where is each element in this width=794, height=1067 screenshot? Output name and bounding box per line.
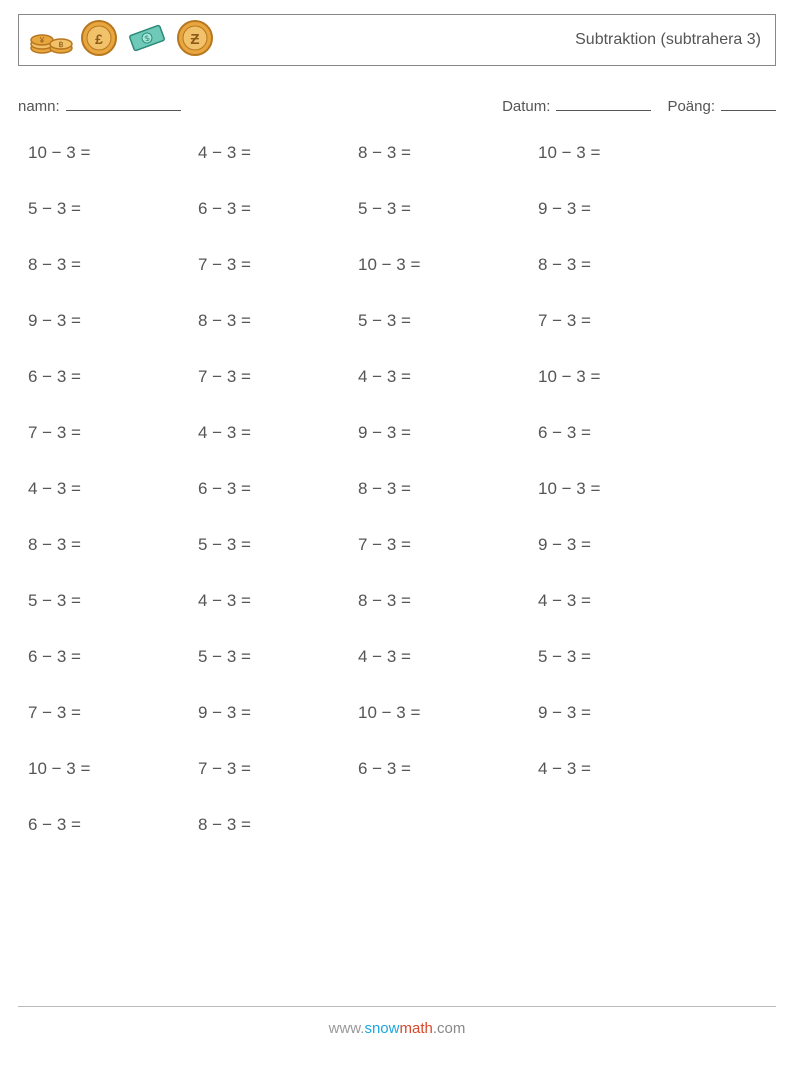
- coin-pound-icon: £: [79, 18, 119, 63]
- problem-cell: 6 − 3 =: [198, 199, 358, 219]
- problem-cell: 10 − 3 =: [538, 479, 718, 499]
- problem-cell: 5 − 3 =: [538, 647, 718, 667]
- problem-cell: 5 − 3 =: [358, 199, 538, 219]
- problem-cell: 9 − 3 =: [198, 703, 358, 723]
- coin-z-icon: Ƶ: [175, 18, 215, 63]
- problem-cell: 7 − 3 =: [28, 703, 198, 723]
- problem-cell: 9 − 3 =: [538, 199, 718, 219]
- footer-suffix: .com: [433, 1020, 466, 1037]
- problem-cell: 10 − 3 =: [358, 255, 538, 275]
- score-label: Poäng:: [667, 98, 715, 115]
- problem-cell: [358, 815, 538, 835]
- problem-cell: 6 − 3 =: [28, 815, 198, 835]
- problem-cell: 5 − 3 =: [198, 647, 358, 667]
- footer-divider: [18, 1006, 776, 1007]
- problem-cell: 5 − 3 =: [358, 311, 538, 331]
- problem-cell: 7 − 3 =: [28, 423, 198, 443]
- problem-cell: 9 − 3 =: [538, 535, 718, 555]
- header-box: ¥ ฿ £ $: [18, 14, 776, 66]
- name-label: namn:: [18, 98, 60, 115]
- problem-cell: 4 − 3 =: [198, 423, 358, 443]
- problem-cell: 9 − 3 =: [358, 423, 538, 443]
- problem-cell: 6 − 3 =: [28, 647, 198, 667]
- bill-icon: $: [125, 21, 169, 60]
- problem-cell: 10 − 3 =: [28, 143, 198, 163]
- problem-cell: 7 − 3 =: [358, 535, 538, 555]
- problem-cell: 5 − 3 =: [28, 199, 198, 219]
- name-field: namn:: [18, 96, 181, 115]
- meta-row: namn: Datum: Poäng:: [18, 96, 776, 115]
- problem-cell: 5 − 3 =: [28, 591, 198, 611]
- problem-cell: 8 − 3 =: [198, 815, 358, 835]
- problem-cell: 6 − 3 =: [28, 367, 198, 387]
- problem-cell: 8 − 3 =: [358, 143, 538, 163]
- problem-cell: 5 − 3 =: [198, 535, 358, 555]
- problem-cell: 7 − 3 =: [198, 255, 358, 275]
- footer-url: www.snowmath.com: [0, 1020, 794, 1037]
- problem-cell: 8 − 3 =: [358, 479, 538, 499]
- problems-grid: 10 − 3 =4 − 3 =8 − 3 =10 − 3 =5 − 3 =6 −…: [18, 143, 776, 835]
- score-blank: [721, 96, 776, 111]
- date-blank: [556, 96, 651, 111]
- problem-cell: 10 − 3 =: [538, 367, 718, 387]
- svg-text:¥: ¥: [39, 36, 45, 45]
- problem-cell: 9 − 3 =: [538, 703, 718, 723]
- problem-cell: 4 − 3 =: [538, 759, 718, 779]
- problem-cell: 7 − 3 =: [538, 311, 718, 331]
- problem-cell: 4 − 3 =: [538, 591, 718, 611]
- problem-cell: 4 − 3 =: [358, 367, 538, 387]
- problem-cell: [538, 815, 718, 835]
- problem-cell: 4 − 3 =: [28, 479, 198, 499]
- problem-cell: 6 − 3 =: [198, 479, 358, 499]
- problem-cell: 8 − 3 =: [198, 311, 358, 331]
- svg-text:Ƶ: Ƶ: [190, 31, 199, 48]
- worksheet-title: Subtraktion (subtrahera 3): [575, 31, 761, 49]
- problem-cell: 10 − 3 =: [28, 759, 198, 779]
- date-label: Datum:: [502, 98, 550, 115]
- problem-cell: 4 − 3 =: [198, 143, 358, 163]
- problem-cell: 8 − 3 =: [28, 535, 198, 555]
- footer-prefix: www.: [329, 1020, 365, 1037]
- coin-stack-icon: ¥ ฿: [29, 20, 73, 61]
- svg-text:฿: ฿: [58, 40, 63, 49]
- problem-cell: 10 − 3 =: [358, 703, 538, 723]
- coin-icons: ¥ ฿ £ $: [29, 18, 215, 63]
- footer-math: math: [400, 1020, 433, 1037]
- problem-cell: 9 − 3 =: [28, 311, 198, 331]
- name-blank: [66, 96, 181, 111]
- problem-cell: 4 − 3 =: [358, 647, 538, 667]
- footer-snow: snow: [364, 1020, 399, 1037]
- problem-cell: 4 − 3 =: [198, 591, 358, 611]
- svg-text:£: £: [95, 31, 103, 47]
- problem-cell: 8 − 3 =: [28, 255, 198, 275]
- problem-cell: 6 − 3 =: [358, 759, 538, 779]
- problem-cell: 8 − 3 =: [538, 255, 718, 275]
- problem-cell: 7 − 3 =: [198, 367, 358, 387]
- problem-cell: 8 − 3 =: [358, 591, 538, 611]
- problem-cell: 10 − 3 =: [538, 143, 718, 163]
- problem-cell: 7 − 3 =: [198, 759, 358, 779]
- problem-cell: 6 − 3 =: [538, 423, 718, 443]
- date-score-fields: Datum: Poäng:: [502, 96, 776, 115]
